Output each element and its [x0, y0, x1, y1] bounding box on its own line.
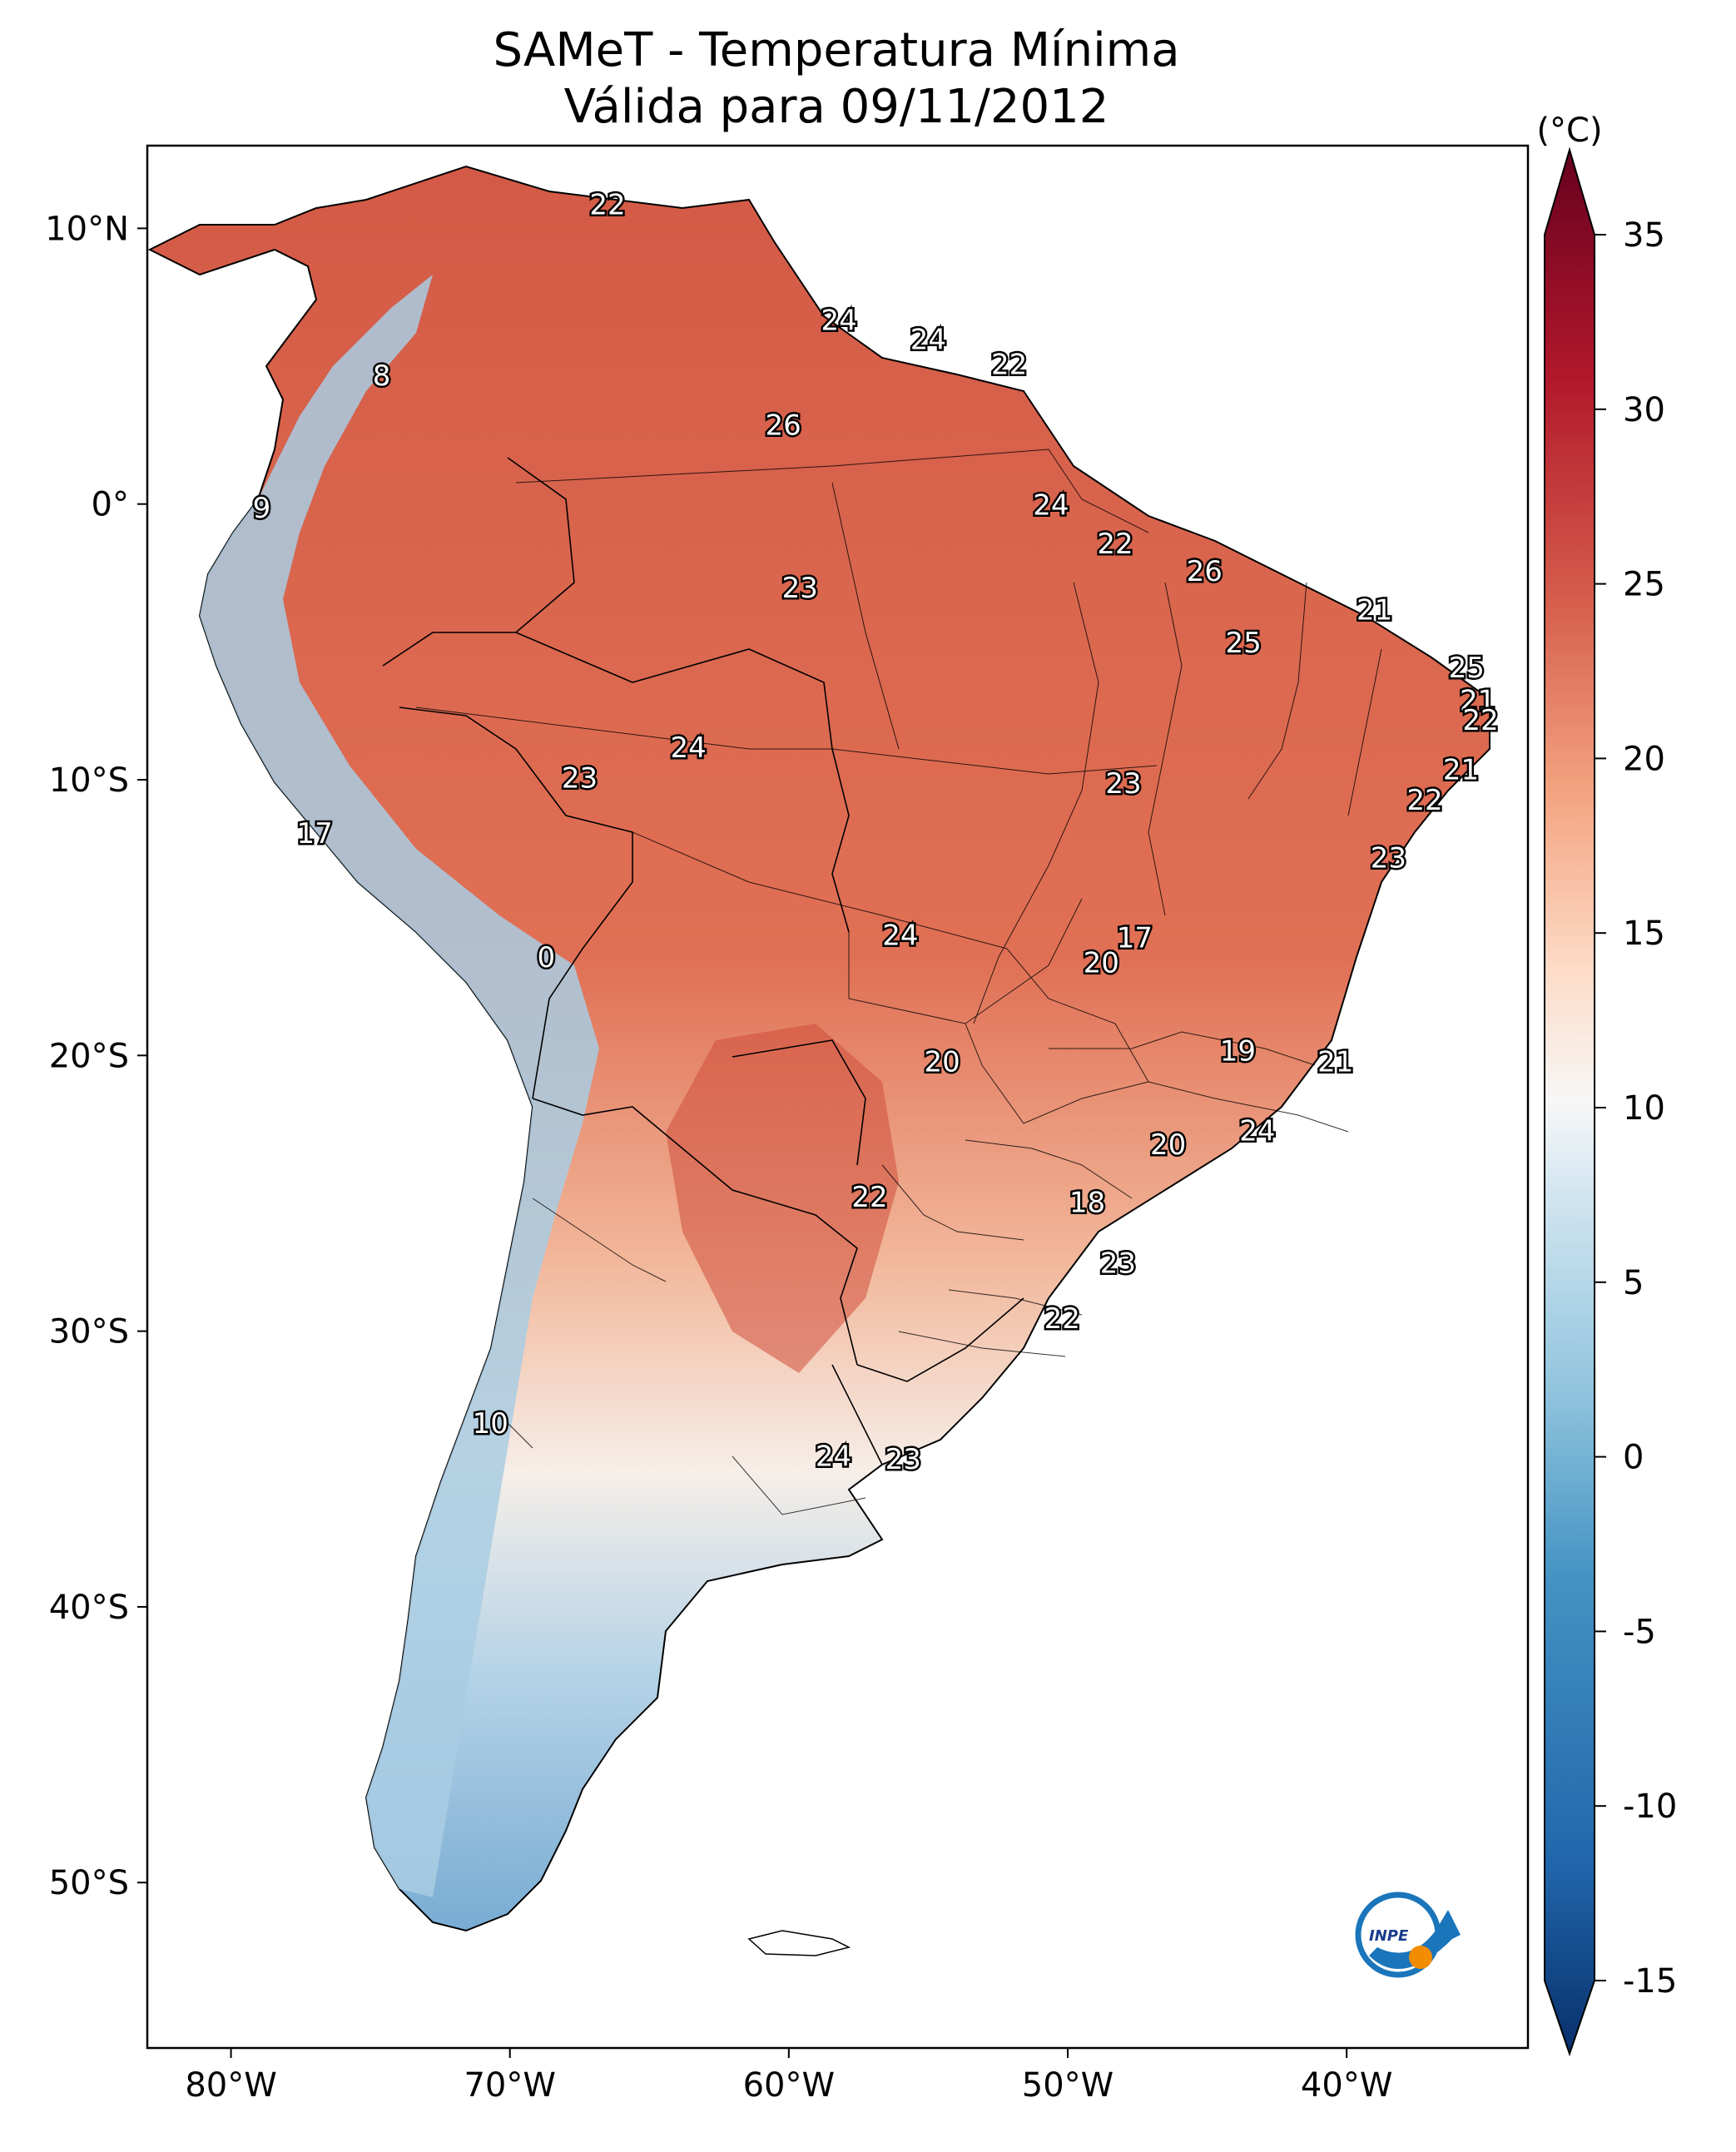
temperature-label: 23 — [885, 1443, 921, 1476]
colorbar-tick-label: 10 — [1623, 1089, 1665, 1128]
temperature-label: 20 — [1084, 946, 1119, 979]
x-tick-label: 50°W — [1022, 2066, 1114, 2105]
temperature-label: 24 — [1239, 1115, 1275, 1148]
temperature-label: 22 — [851, 1181, 887, 1214]
x-tick-label: 60°W — [743, 2066, 835, 2105]
warm-core-region — [666, 1024, 899, 1373]
colorbar-ticks: 35 30 25 20 15 10 5 0 -5 -10 -15 — [1595, 216, 1677, 2001]
colorbar-tick-label: 5 — [1623, 1264, 1644, 1302]
colorbar-unit: (°C) — [1536, 112, 1602, 150]
temperature-label: 0 — [537, 941, 555, 974]
inpe-logo-text: INPE — [1369, 1927, 1409, 1945]
y-tick-label: 20°S — [49, 1037, 129, 1075]
temperature-label: 17 — [296, 817, 332, 850]
temperature-label: 23 — [1371, 842, 1406, 875]
falkland-islands — [747, 1930, 851, 1956]
colorbar-tick-label: 35 — [1623, 216, 1665, 255]
temperature-label: 9 — [253, 492, 271, 525]
x-tick-label: 80°W — [185, 2066, 276, 2105]
colorbar-tick-label: 15 — [1623, 915, 1665, 953]
temperature-label: 25 — [1449, 652, 1485, 685]
colorbar-tick-label: 30 — [1623, 391, 1665, 429]
temperature-label: 22 — [1406, 784, 1442, 817]
temperature-label: 24 — [816, 1440, 851, 1474]
inpe-logo: INPE — [1355, 1892, 1461, 1978]
temperature-label: 22 — [1462, 704, 1498, 737]
colorbar-tick-label: 0 — [1623, 1439, 1644, 1477]
y-tick-label: 50°S — [49, 1864, 129, 1902]
temperature-label: 23 — [782, 572, 818, 605]
temperature-label: 19 — [1220, 1034, 1256, 1068]
temperature-label: 10 — [473, 1407, 508, 1440]
temperature-label: 21 — [1443, 754, 1479, 787]
y-tick-label: 30°S — [49, 1313, 129, 1351]
temperature-label: 22 — [991, 349, 1027, 382]
map-title: SAMeT - Temperatura Mínima — [493, 23, 1180, 77]
colorbar: (°C) 35 30 25 20 15 10 5 0 -5 -10 -15 — [1536, 112, 1677, 2057]
y-tick-label: 10°N — [45, 210, 129, 248]
y-tick-label: 10°S — [49, 761, 129, 800]
temperature-label: 24 — [882, 919, 918, 952]
y-axis-ticks: 10°N 0° 10°S 20°S 30°S 40°S 50°S — [45, 210, 147, 1902]
temperature-label: 24 — [821, 305, 857, 338]
colorbar-tick-label: 25 — [1623, 566, 1665, 604]
colorbar-tick-label: -15 — [1623, 1962, 1677, 2001]
temperature-label: 24 — [671, 731, 707, 765]
temperature-label: 20 — [1150, 1128, 1186, 1162]
temperature-label: 21 — [1460, 685, 1495, 718]
state-borders — [415, 449, 1382, 1515]
temperature-label: 25 — [1226, 627, 1262, 660]
temperature-label: 23 — [1100, 1247, 1136, 1281]
x-tick-label: 40°W — [1301, 2066, 1392, 2105]
temperature-label: 23 — [562, 762, 598, 796]
temperature-label: 23 — [1105, 767, 1141, 801]
x-axis-ticks: 80°W 70°W 60°W 50°W 40°W — [185, 2048, 1392, 2105]
colorbar-tick-label: -10 — [1623, 1788, 1677, 1826]
y-tick-label: 40°S — [49, 1589, 129, 1627]
temperature-label: 20 — [925, 1046, 960, 1079]
x-tick-label: 70°W — [464, 2066, 555, 2105]
temperature-label: 22 — [1044, 1302, 1080, 1336]
temperature-label: 22 — [1097, 528, 1133, 561]
temperature-label: 8 — [373, 359, 391, 393]
temperature-label: 21 — [1357, 593, 1392, 627]
colorbar-tick-label: -5 — [1623, 1613, 1656, 1651]
temperature-label: 22 — [589, 188, 625, 221]
country-borders — [382, 457, 1024, 1465]
temperature-label: 24 — [910, 324, 946, 357]
temperature-label: 21 — [1317, 1046, 1353, 1079]
temperature-label: 24 — [1033, 489, 1069, 523]
colorbar-tick-label: 20 — [1623, 740, 1665, 778]
temperature-label: 26 — [766, 409, 801, 442]
temperature-label: 26 — [1187, 555, 1223, 588]
map-subtitle: Válida para 09/11/2012 — [563, 80, 1109, 134]
map-layer — [147, 165, 1490, 1956]
andes-cold-band — [200, 275, 599, 1897]
temperature-label: 18 — [1069, 1187, 1105, 1220]
temperature-label: 17 — [1117, 922, 1153, 955]
colorbar-body — [1544, 146, 1595, 2057]
y-tick-label: 0° — [92, 486, 129, 524]
